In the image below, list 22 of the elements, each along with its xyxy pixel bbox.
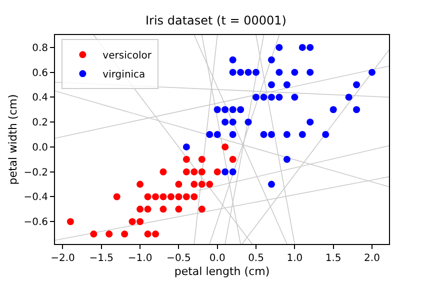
y-tick-label: 0.4 [32,92,48,104]
y-axis-title: petal width (cm) [6,94,20,185]
y-tick-label: 0.8 [32,42,48,54]
y-tick-label: −0.6 [24,217,48,228]
x-tick-label: 1.5 [325,253,342,264]
x-tick-label: −1.5 [89,253,114,264]
y-tick-label: 0.6 [32,68,48,79]
x-axis-title: petal length (cm) [174,265,270,278]
y-tick-label: −0.4 [24,192,48,204]
x-tick-label: 2.0 [364,253,380,264]
legend-label: versicolor [102,50,152,62]
x-tick-label: −1.0 [128,253,152,264]
chart-title: Iris dataset (t = 00001) [146,13,286,28]
x-tick-label: 0.0 [209,253,226,264]
x-tick-label: 0.5 [248,253,264,264]
y-tick-label: 0.0 [32,142,48,154]
y-tick-label: −0.2 [24,167,48,178]
x-tick-label: −0.5 [166,253,191,264]
legend-label: virginica [102,70,146,81]
y-tick-label: 0.2 [32,118,48,129]
x-tick-label: 1.0 [286,253,303,264]
x-tick-label: −2.0 [50,253,75,264]
